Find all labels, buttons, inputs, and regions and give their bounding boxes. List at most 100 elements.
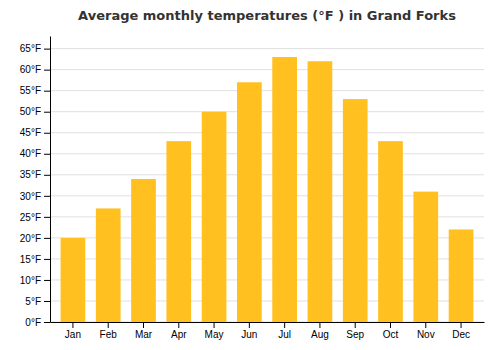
y-tick-label: 55°F: [20, 85, 41, 96]
y-tick: 35°F: [20, 169, 50, 180]
y-tick-label: 45°F: [20, 127, 41, 138]
x-tick: Jan: [65, 322, 81, 340]
bar: [237, 82, 262, 322]
grid-line: [50, 90, 484, 91]
bar: [166, 141, 191, 322]
x-tick-mark: [249, 322, 250, 328]
x-tick-label: Dec: [452, 329, 470, 340]
bar: [449, 229, 474, 322]
bar: [308, 61, 333, 322]
x-tick: Feb: [100, 322, 118, 340]
y-tick-label: 10°F: [20, 275, 41, 286]
y-tick-label: 15°F: [20, 254, 41, 265]
x-tick-mark: [425, 322, 426, 328]
grid-line: [50, 153, 484, 154]
y-tick-label: 40°F: [20, 148, 41, 159]
bar: [61, 238, 86, 322]
y-tick: 55°F: [20, 85, 50, 96]
y-tick-label: 50°F: [20, 106, 41, 117]
grid-line: [50, 69, 484, 70]
bar: [378, 141, 403, 322]
x-tick-label: Jul: [278, 329, 291, 340]
x-tick-mark: [284, 322, 285, 328]
x-tick-label: Nov: [417, 329, 435, 340]
y-tick-mark: [44, 154, 50, 155]
y-tick-mark: [44, 217, 50, 218]
y-tick-mark: [44, 112, 50, 113]
bar: [413, 192, 438, 322]
bar: [343, 99, 368, 322]
x-tick: Dec: [452, 322, 470, 340]
y-tick-label: 30°F: [20, 191, 41, 202]
y-tick: 25°F: [20, 212, 50, 223]
y-tick-label: 25°F: [20, 212, 41, 223]
y-axis-line: [50, 37, 51, 323]
y-tick-mark: [44, 259, 50, 260]
x-tick: Jul: [278, 322, 291, 340]
x-tick-mark: [143, 322, 144, 328]
x-tick: Apr: [171, 322, 187, 340]
x-tick-label: Jan: [65, 329, 81, 340]
grid-line: [50, 111, 484, 112]
bar: [131, 179, 156, 322]
x-axis-line: [51, 322, 485, 323]
y-tick-label: 65°F: [20, 43, 41, 54]
x-tick-label: Jun: [241, 329, 257, 340]
y-tick: 65°F: [20, 43, 50, 54]
title: Average monthly temperatures (°F ) in Gr…: [78, 8, 456, 23]
x-tick-mark: [178, 322, 179, 328]
y-tick-label: 0°F: [25, 317, 41, 328]
y-tick: 5°F: [25, 296, 50, 307]
x-tick: Sep: [346, 322, 364, 340]
y-tick: 50°F: [20, 106, 50, 117]
y-tick-mark: [44, 91, 50, 92]
x-tick-mark: [355, 322, 356, 328]
y-tick: 0°F: [25, 317, 50, 328]
y-tick: 40°F: [20, 148, 50, 159]
y-tick-label: 20°F: [20, 233, 41, 244]
y-tick-mark: [44, 49, 50, 50]
x-tick: Aug: [311, 322, 329, 340]
y-tick-mark: [44, 238, 50, 239]
bar: [96, 208, 121, 322]
chart: Average monthly temperatures (°F ) in Gr…: [0, 0, 500, 350]
x-tick-mark: [214, 322, 215, 328]
y-tick-mark: [44, 280, 50, 281]
x-tick: Jun: [241, 322, 257, 340]
x-tick-label: Apr: [171, 329, 187, 340]
bar: [202, 112, 227, 322]
y-tick-mark: [44, 175, 50, 176]
grid-line: [50, 48, 484, 49]
x-tick-label: May: [205, 329, 224, 340]
grid-line: [50, 132, 484, 133]
y-axis: 0°F 5°F 10°F 15°F 20°F 25°F 30°F 35°F 40°F 45°F 50…: [20, 37, 51, 328]
y-tick-mark: [44, 133, 50, 134]
grid-line: [50, 174, 484, 175]
x-tick-label: Sep: [346, 329, 364, 340]
grid: [50, 49, 484, 322]
x-tick: May: [205, 322, 224, 340]
x-tick-label: Feb: [100, 329, 118, 340]
y-tick-mark: [44, 322, 50, 323]
y-tick: 15°F: [20, 254, 50, 265]
x-tick-mark: [108, 322, 109, 328]
y-tick: 20°F: [20, 233, 50, 244]
x-tick: Mar: [135, 322, 153, 340]
y-tick: 45°F: [20, 127, 50, 138]
x-tick-label: Oct: [383, 329, 399, 340]
y-tick-label: 60°F: [20, 64, 41, 75]
x-tick-mark: [390, 322, 391, 328]
y-tick-mark: [44, 70, 50, 71]
x-tick-mark: [319, 322, 320, 328]
x-tick: Nov: [417, 322, 435, 340]
bars: [61, 57, 474, 322]
x-tick-label: Aug: [311, 329, 329, 340]
x-axis: Jan Feb Mar Apr May Jun Jul Aug Sep Oct Nov Dec: [51, 322, 485, 340]
y-tick-label: 35°F: [20, 169, 41, 180]
x-tick-mark: [72, 322, 73, 328]
bar: [272, 57, 297, 322]
y-tick-mark: [44, 301, 50, 302]
y-tick-label: 5°F: [25, 296, 41, 307]
x-tick-mark: [461, 322, 462, 328]
y-tick: 10°F: [20, 275, 50, 286]
